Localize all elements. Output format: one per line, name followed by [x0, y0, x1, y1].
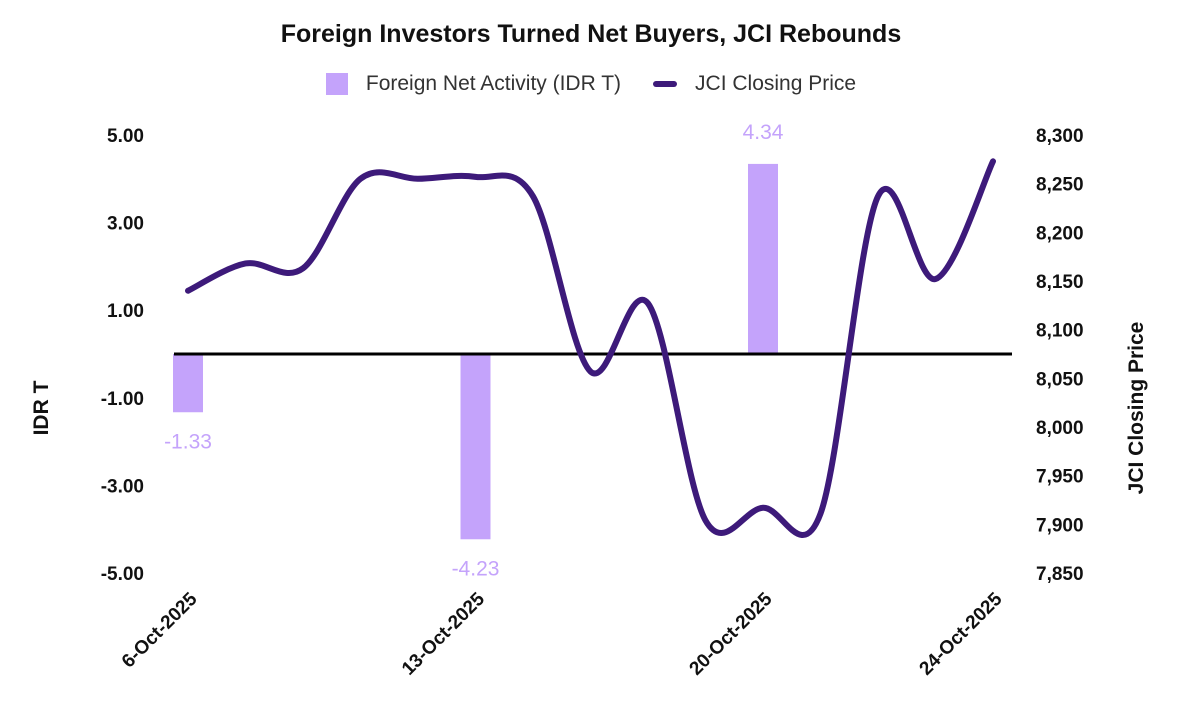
right-tick-label: 8,200 [1036, 223, 1084, 244]
right-tick-label: 7,950 [1036, 467, 1084, 488]
right-axis: 8,300 8,250 8,200 8,150 8,100 8,050 8,000 7,950… [1036, 126, 1084, 585]
x-tick-label: 6-Oct-2025 [118, 588, 202, 672]
x-tick-label: 24-Oct-2025 [916, 588, 1007, 679]
x-axis: 6-Oct-2025 13-Oct-2025 20-Oct-2025 24-Oct-2… [118, 588, 1007, 679]
bar-data-label: 4.34 [743, 121, 784, 144]
bar [748, 163, 778, 354]
x-tick-label: 20-Oct-2025 [686, 588, 777, 679]
x-tick-label: 13-Oct-2025 [398, 588, 489, 679]
right-tick-label: 8,100 [1036, 321, 1084, 342]
legend-item-foreign-net[interactable]: Foreign Net Activity (IDR T) [325, 72, 622, 96]
legend-item-jci[interactable]: JCI Closing Price [653, 72, 856, 96]
right-tick-label: 8,000 [1036, 418, 1084, 439]
chart-title: Foreign Investors Turned Net Buyers, JCI… [280, 20, 902, 48]
legend-label-jci: JCI Closing Price [695, 72, 857, 95]
right-tick-label: 8,150 [1036, 272, 1084, 293]
bar-data-label: -1.33 [164, 430, 212, 453]
bar [173, 354, 203, 413]
jci-line [185, 158, 996, 538]
legend-label-foreign-net: Foreign Net Activity (IDR T) [365, 72, 622, 95]
left-tick-label: -3.00 [101, 476, 144, 497]
left-axis-title: IDR T [30, 380, 53, 435]
left-tick-label: 1.00 [107, 301, 144, 322]
right-tick-label: 8,300 [1036, 126, 1084, 147]
bar [460, 354, 491, 540]
left-tick-label: -1.00 [101, 389, 144, 410]
line-series [185, 158, 996, 538]
chart-legend: Foreign Net Activity (IDR T) JCI Closing… [0, 72, 1182, 96]
left-axis: 5.00 3.00 1.00 -1.00 -3.00 -5.00 [101, 126, 144, 585]
right-tick-label: 8,050 [1036, 369, 1084, 390]
right-tick-label: 8,250 [1036, 175, 1084, 196]
right-tick-label: 7,850 [1036, 564, 1084, 585]
bar-series: -1.33 -4.23 4.34 [164, 121, 784, 580]
right-axis-title: JCI Closing Price [1125, 322, 1148, 495]
legend-line-swatch [653, 81, 678, 87]
legend-bar-swatch [325, 73, 348, 95]
left-tick-label: 3.00 [107, 214, 144, 235]
right-tick-label: 7,900 [1036, 515, 1084, 536]
bar-data-label: -4.23 [452, 557, 500, 580]
left-tick-label: -5.00 [101, 564, 144, 585]
left-tick-label: 5.00 [107, 126, 144, 147]
